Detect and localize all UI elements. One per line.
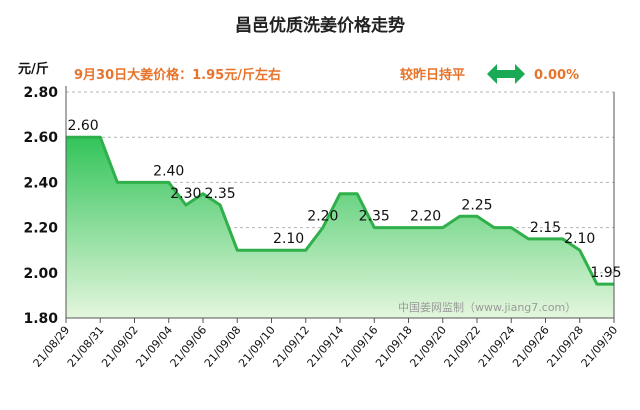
data-label: 2.10 xyxy=(273,231,304,247)
chart-title: 昌邑优质洗姜价格走势 xyxy=(235,15,405,36)
y-tick-label: 2.20 xyxy=(23,221,58,237)
data-label: 2.15 xyxy=(530,220,561,236)
data-labels: 2.602.402.30 2.352.102.20 2.35 2.202.252.15… xyxy=(68,118,622,281)
data-label: 2.25 xyxy=(461,197,492,213)
data-label: 1.95 xyxy=(590,265,621,281)
data-label: 2.35 xyxy=(205,186,236,202)
watermark: 中国姜网监制（www.jiang7.com） xyxy=(398,300,576,314)
data-label: 2.20 xyxy=(410,209,441,225)
data-label: 2.20 xyxy=(307,209,338,225)
data-label: 2.35 xyxy=(359,209,390,225)
y-tick-label: 1.80 xyxy=(23,311,58,327)
y-axis: 1.80 2.00 2.20 2.40 2.60 2.80 xyxy=(23,85,58,327)
data-label: 2.30 xyxy=(170,186,201,202)
price-line xyxy=(66,135,614,286)
double-arrow-icon xyxy=(487,64,525,84)
x-axis: 21/08/2921/08/3121/09/0221/09/0421/09/06… xyxy=(31,318,621,370)
price-area xyxy=(66,137,614,318)
data-label: 2.10 xyxy=(564,231,595,247)
y-tick-label: 2.40 xyxy=(23,175,58,191)
y-axis-unit: 元/斤 xyxy=(18,61,49,77)
change-label: 较昨日持平 xyxy=(400,67,465,83)
y-tick-label: 2.80 xyxy=(23,85,58,101)
data-label: 2.60 xyxy=(68,118,99,134)
data-label: 2.40 xyxy=(153,163,184,179)
x-tick-label: 21/09/30 xyxy=(579,324,621,370)
change-value: 0.00% xyxy=(534,68,579,83)
y-tick-label: 2.60 xyxy=(23,130,58,146)
y-tick-label: 2.00 xyxy=(23,266,58,282)
price-annotation: 9月30日大姜价格：1.95元/斤左右 xyxy=(74,67,281,83)
